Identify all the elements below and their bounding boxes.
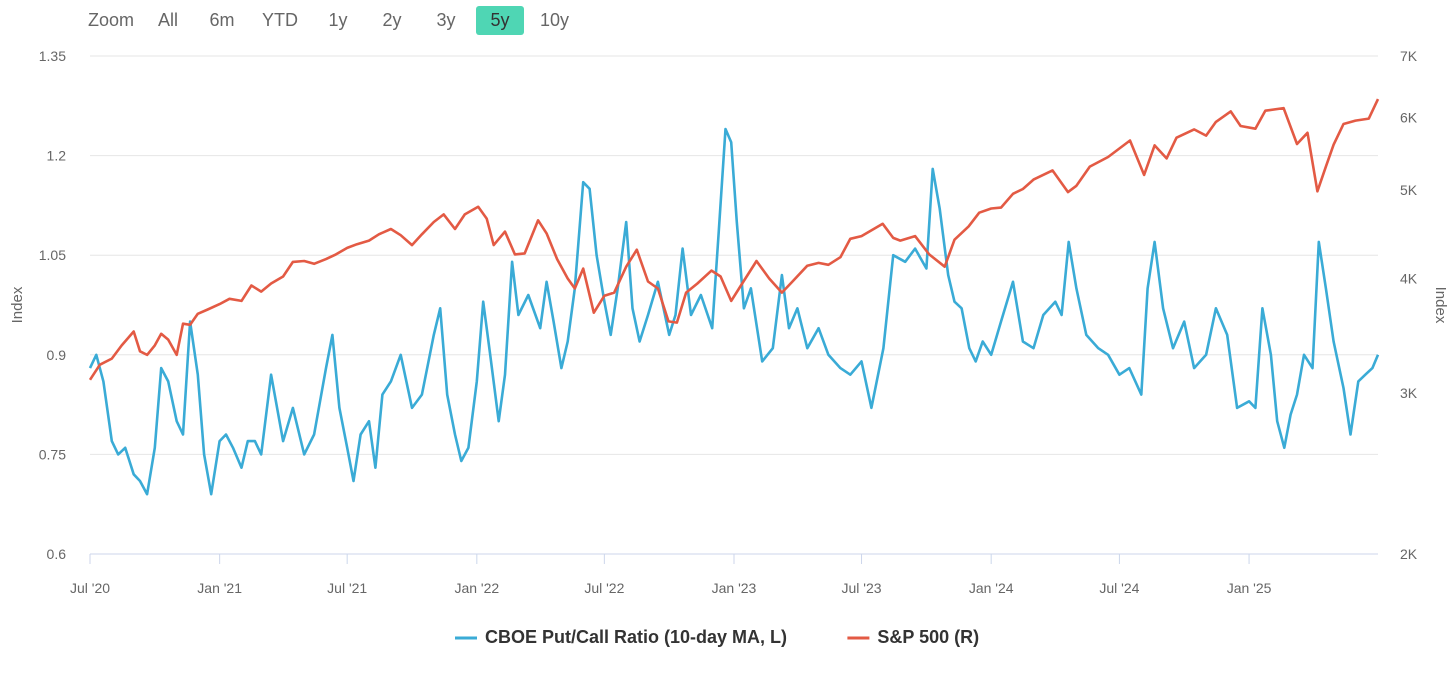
zoom-10y-button[interactable]: 10y bbox=[540, 9, 570, 30]
right-axis-title: Index bbox=[1432, 287, 1449, 324]
left-tick-label: 0.75 bbox=[39, 446, 66, 462]
right-tick-label: 3K bbox=[1400, 385, 1418, 401]
legend-item-label: S&P 500 (R) bbox=[877, 627, 979, 647]
legend-item-label: CBOE Put/Call Ratio (10-day MA, L) bbox=[485, 627, 787, 647]
right-tick-label: 7K bbox=[1400, 48, 1418, 64]
zoom-ytd-button[interactable]: YTD bbox=[262, 9, 299, 30]
zoom-6m-button[interactable]: 6m bbox=[209, 9, 235, 30]
put-call-ratio-series-line bbox=[88, 127, 1380, 496]
zoom-label: Zoom bbox=[88, 9, 135, 30]
right-tick-label: 2K bbox=[1400, 546, 1418, 562]
range-selector: Zoom All 6m YTD 1y 2y 3y 5y 10y bbox=[80, 2, 585, 38]
left-tick-label: 1.05 bbox=[39, 247, 66, 263]
zoom-2y-button[interactable]: 2y bbox=[382, 9, 402, 30]
right-tick-label: 5K bbox=[1400, 182, 1418, 198]
zoom-5y-button[interactable]: 5y bbox=[476, 5, 525, 35]
zoom-all-button[interactable]: All bbox=[158, 9, 179, 30]
x-tick-label: Jan '24 bbox=[969, 580, 1014, 596]
x-tick-label: Jul '24 bbox=[1099, 580, 1139, 596]
right-tick-label: 6K bbox=[1400, 109, 1418, 125]
x-tick-label: Jul '20 bbox=[70, 580, 110, 596]
x-tick-label: Jan '21 bbox=[197, 580, 242, 596]
x-tick-label: Jul '23 bbox=[842, 580, 882, 596]
right-tick-label: 4K bbox=[1400, 270, 1418, 286]
x-tick-label: Jan '25 bbox=[1227, 580, 1272, 596]
x-tick-label: Jan '23 bbox=[712, 580, 757, 596]
left-tick-label: 0.6 bbox=[47, 546, 67, 562]
left-tick-label: 0.9 bbox=[47, 347, 67, 363]
x-tick-label: Jul '22 bbox=[584, 580, 624, 596]
x-tick-label: Jul '21 bbox=[327, 580, 367, 596]
left-tick-label: 1.2 bbox=[47, 148, 67, 164]
left-tick-label: 1.35 bbox=[39, 48, 66, 64]
zoom-3y-button[interactable]: 3y bbox=[436, 9, 456, 30]
zoom-1y-button[interactable]: 1y bbox=[328, 9, 348, 30]
x-tick-label: Jan '22 bbox=[454, 580, 499, 596]
sp500-series-line bbox=[88, 98, 1380, 381]
left-axis-title: Index bbox=[9, 286, 26, 323]
